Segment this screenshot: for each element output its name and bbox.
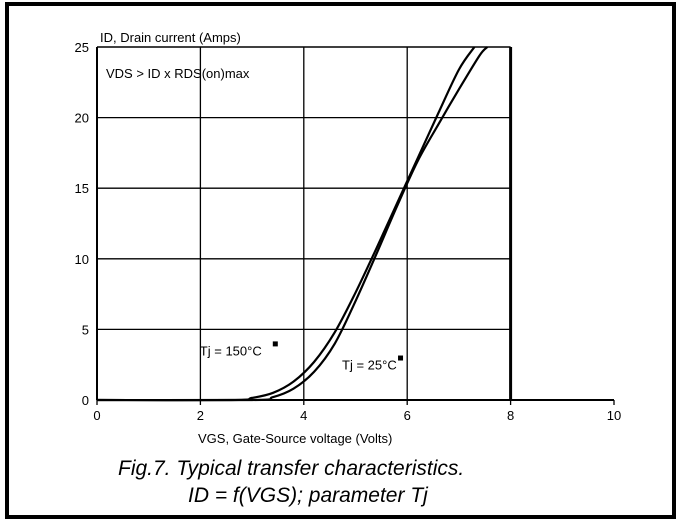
y-tick-label: 10 (75, 252, 89, 267)
x-axis-label: VGS, Gate-Source voltage (Volts) (198, 431, 392, 446)
x-tick-label: 8 (507, 408, 514, 423)
annotations: Tj = 150°C Tj = 25°C (200, 341, 404, 373)
outer-border (5, 2, 676, 519)
series-line-tj-150c (96, 46, 476, 402)
annotation-marker (398, 355, 404, 361)
y-axis-label: ID, Drain current (Amps) (100, 30, 241, 45)
x-tick-label: 6 (404, 408, 411, 423)
annotation-marker (272, 341, 278, 347)
labels: ID, Drain current (Amps) VDS > ID x RDS(… (100, 30, 464, 507)
series-line-tj-25c (96, 46, 489, 402)
y-tick-label: 15 (75, 181, 89, 196)
x-tick-label: 10 (607, 408, 621, 423)
grid (97, 47, 513, 400)
y-tick-label: 20 (75, 111, 89, 126)
axes: 0 2 4 6 8 10 0 5 10 15 20 25 (75, 40, 622, 423)
annotation-label: Tj = 25°C (342, 358, 397, 373)
caption-line-2: ID = f(VGS); parameter Tj (188, 484, 429, 507)
y-tick-label: 5 (82, 322, 89, 337)
caption-line-1: Fig.7. Typical transfer characteristics. (118, 457, 464, 480)
series (96, 46, 489, 402)
annotation-label: Tj = 150°C (200, 343, 262, 358)
x-tick-label: 0 (93, 408, 100, 423)
condition-label: VDS > ID x RDS(on)max (106, 66, 250, 81)
y-tick-label: 25 (75, 40, 89, 55)
x-tick-label: 2 (197, 408, 204, 423)
y-tick-label: 0 (82, 393, 89, 408)
x-tick-label: 4 (300, 408, 307, 423)
